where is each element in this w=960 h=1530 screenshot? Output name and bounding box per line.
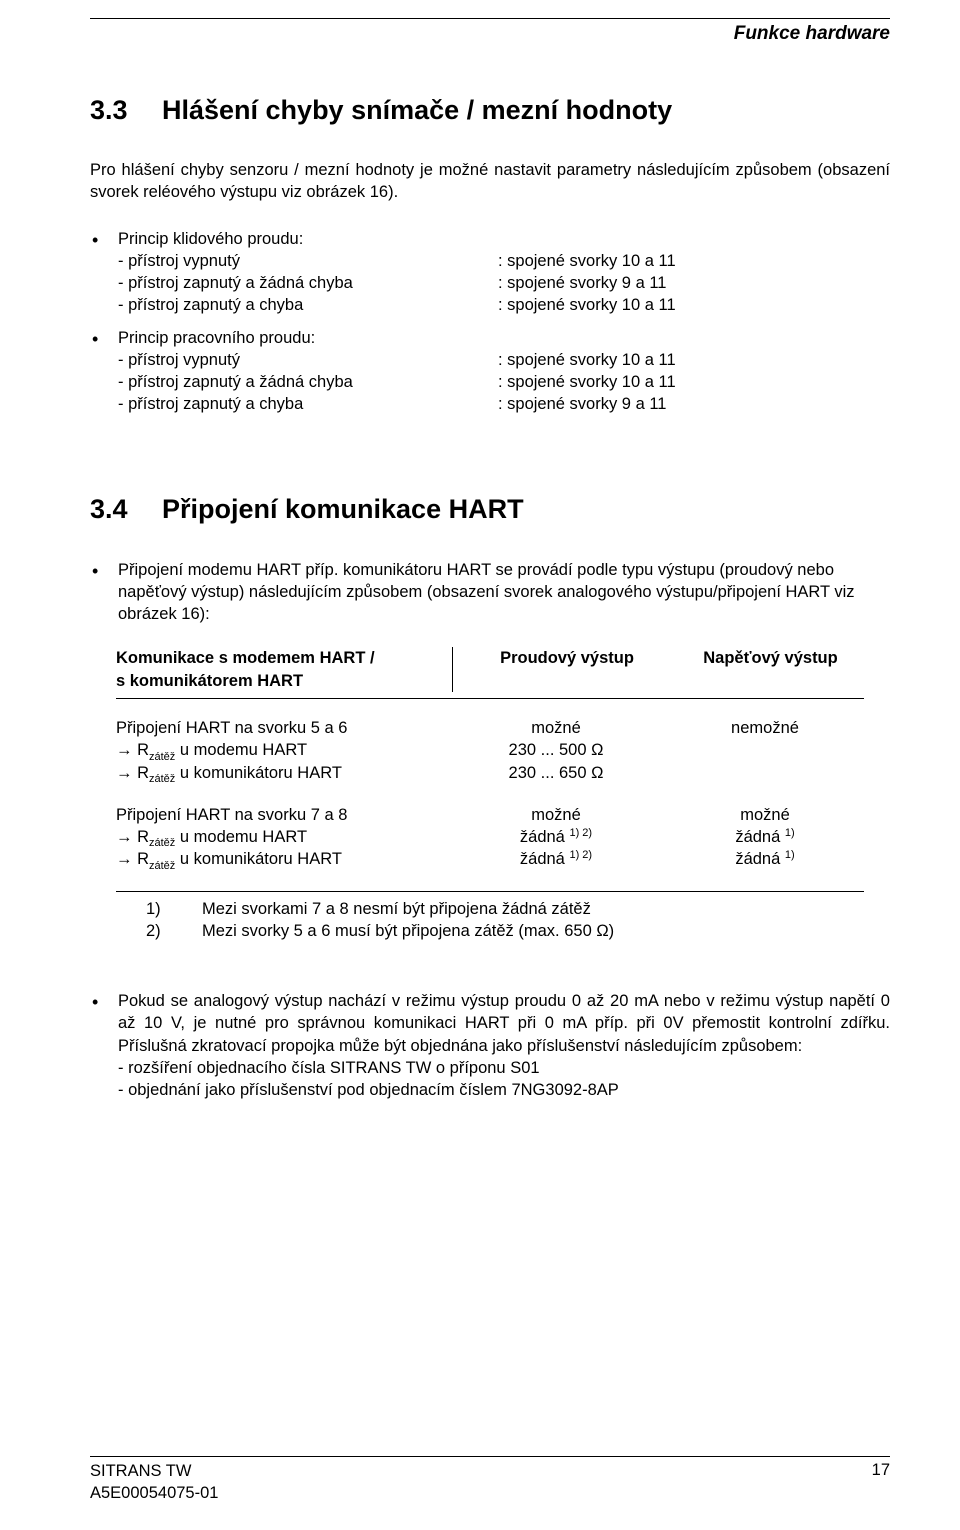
row-left: - přístroj zapnutý a chyba bbox=[118, 294, 498, 316]
section-3-3-list: Princip klidového proudu: - přístroj vyp… bbox=[90, 228, 890, 416]
table-vrule bbox=[452, 647, 453, 692]
cell: Připojení HART na svorku 7 a 8 → Rzátěž … bbox=[116, 804, 446, 871]
footer-page-number: 17 bbox=[872, 1461, 890, 1504]
cell-part: žádná bbox=[520, 850, 570, 868]
section-3-4-title: Připojení komunikace HART bbox=[162, 494, 524, 524]
section-3-4-number: 3.4 bbox=[90, 494, 162, 525]
row-right: : spojené svorky 10 a 11 bbox=[498, 349, 890, 371]
note-label: 2) bbox=[146, 920, 202, 942]
table-head-row: Komunikace s modemem HART / s komunikáto… bbox=[116, 647, 864, 692]
page: Funkce hardware 3.3Hlášení chyby snímače… bbox=[0, 0, 960, 1530]
cell: Připojení HART na svorku 5 a 6 → Rzátěž … bbox=[116, 717, 446, 784]
cell-text: žádná 1) bbox=[666, 848, 864, 870]
cell: možné žádná 1) 2) žádná 1) 2) bbox=[446, 804, 666, 871]
cell: nemožné bbox=[666, 717, 864, 784]
cell-rest: u modemu HART bbox=[175, 741, 307, 759]
footer: SITRANS TW A5E00054075-01 17 bbox=[90, 1456, 890, 1504]
table-notes: 1)Mezi svorkami 7 a 8 nesmí být připojen… bbox=[146, 898, 864, 943]
cell-rest: u komunikátoru HART bbox=[175, 764, 342, 782]
header-right-label: Funkce hardware bbox=[90, 23, 890, 45]
table-head-col3: Napěťový výstup bbox=[677, 647, 864, 692]
cell-part: žádná bbox=[520, 828, 570, 846]
cell-text: žádná 1) 2) bbox=[446, 848, 666, 870]
cell-text: možné bbox=[446, 717, 666, 739]
block-heading: Princip pracovního proudu: bbox=[118, 327, 890, 349]
note-text: Mezi svorky 5 a 6 musí být připojena zát… bbox=[202, 920, 614, 942]
section-3-3-title: Hlášení chyby snímače / mezní hodnoty bbox=[162, 95, 672, 125]
row-left: - přístroj zapnutý a žádná chyba bbox=[118, 272, 498, 294]
cell-text: nemožné bbox=[666, 717, 864, 739]
table-head-col1: Komunikace s modemem HART / s komunikáto… bbox=[116, 647, 446, 692]
row-right: : spojené svorky 10 a 11 bbox=[498, 250, 890, 272]
row-left: - přístroj vypnutý bbox=[118, 250, 498, 272]
cell-text: → Rzátěž u modemu HART bbox=[116, 826, 436, 848]
cell-text: Připojení HART na svorku 5 a 6 bbox=[116, 717, 436, 739]
table-hrule bbox=[116, 891, 864, 892]
arrow-icon: → R bbox=[116, 741, 149, 759]
list-item: Princip pracovního proudu: - přístroj vy… bbox=[90, 327, 890, 416]
cell-text: → Rzátěž u komunikátoru HART bbox=[116, 762, 436, 784]
footer-product: SITRANS TW bbox=[90, 1461, 218, 1482]
note-text: Mezi svorkami 7 a 8 nesmí být připojena … bbox=[202, 898, 591, 920]
table-row: Připojení HART na svorku 5 a 6 → Rzátěž … bbox=[116, 717, 864, 784]
section-3-3-number: 3.3 bbox=[90, 95, 162, 126]
footer-left: SITRANS TW A5E00054075-01 bbox=[90, 1461, 218, 1504]
cell-text: 230 ... 650 Ω bbox=[446, 762, 666, 784]
footer-docnum: A5E00054075-01 bbox=[90, 1483, 218, 1504]
table-head-c1b: s komunikátorem HART bbox=[116, 670, 436, 692]
table-row: Připojení HART na svorku 7 a 8 → Rzátěž … bbox=[116, 804, 864, 871]
cell-text: → Rzátěž u komunikátoru HART bbox=[116, 848, 436, 870]
row-right: : spojené svorky 10 a 11 bbox=[498, 294, 890, 316]
row-left: - přístroj zapnutý a chyba bbox=[118, 393, 498, 415]
cell-rest: u modemu HART bbox=[175, 828, 307, 846]
cell-part: žádná bbox=[735, 850, 785, 868]
section-3-4-final-list: Pokud se analogový výstup nachází v reži… bbox=[90, 990, 890, 1101]
section-3-4-heading: 3.4Připojení komunikace HART bbox=[90, 494, 890, 525]
list-item: Připojení modemu HART příp. komunikátoru… bbox=[90, 559, 890, 626]
table-head-c1a: Komunikace s modemem HART / bbox=[116, 647, 436, 669]
final-paragraph: Pokud se analogový výstup nachází v reži… bbox=[118, 990, 890, 1057]
cell-text: žádná 1) 2) bbox=[446, 826, 666, 848]
note-label: 1) bbox=[146, 898, 202, 920]
row-right: : spojené svorky 10 a 11 bbox=[498, 371, 890, 393]
cell-text: 230 ... 500 Ω bbox=[446, 739, 666, 761]
final-dash-2: - objednání jako příslušenství pod objed… bbox=[118, 1079, 890, 1101]
cell-rest: u komunikátoru HART bbox=[175, 850, 342, 868]
cell: možné 230 ... 500 Ω 230 ... 650 Ω bbox=[446, 717, 666, 784]
cell-text: → Rzátěž u modemu HART bbox=[116, 739, 436, 761]
arrow-icon: → R bbox=[116, 828, 149, 846]
list-item: Princip klidového proudu: - přístroj vyp… bbox=[90, 228, 890, 317]
arrow-icon: → R bbox=[116, 850, 149, 868]
row-left: - přístroj vypnutý bbox=[118, 349, 498, 371]
final-dash-1: - rozšíření objednacího čísla SITRANS TW… bbox=[118, 1057, 890, 1079]
row-left: - přístroj zapnutý a žádná chyba bbox=[118, 371, 498, 393]
hart-table: Komunikace s modemem HART / s komunikáto… bbox=[116, 647, 864, 942]
header-rule bbox=[90, 18, 890, 19]
cell-part: žádná bbox=[735, 828, 785, 846]
arrow-icon: → R bbox=[116, 764, 149, 782]
section-3-4-intro-list: Připojení modemu HART příp. komunikátoru… bbox=[90, 559, 890, 626]
cell-text: Připojení HART na svorku 7 a 8 bbox=[116, 804, 436, 826]
row-right: : spojené svorky 9 a 11 bbox=[498, 272, 890, 294]
cell-text: žádná 1) bbox=[666, 826, 864, 848]
table-hrule bbox=[116, 698, 864, 699]
cell-text: možné bbox=[666, 804, 864, 826]
table-head-col2: Proudový výstup bbox=[457, 647, 677, 692]
cell-text: možné bbox=[446, 804, 666, 826]
cell: možné žádná 1) žádná 1) bbox=[666, 804, 864, 871]
footer-rule bbox=[90, 1456, 890, 1457]
row-right: : spojené svorky 9 a 11 bbox=[498, 393, 890, 415]
list-item: Pokud se analogový výstup nachází v reži… bbox=[90, 990, 890, 1101]
section-3-3-heading: 3.3Hlášení chyby snímače / mezní hodnoty bbox=[90, 95, 890, 126]
section-3-4-intro: Připojení modemu HART příp. komunikátoru… bbox=[118, 561, 855, 624]
section-3-3-intro: Pro hlášení chyby senzoru / mezní hodnot… bbox=[90, 160, 890, 204]
block-heading: Princip klidového proudu: bbox=[118, 228, 890, 250]
